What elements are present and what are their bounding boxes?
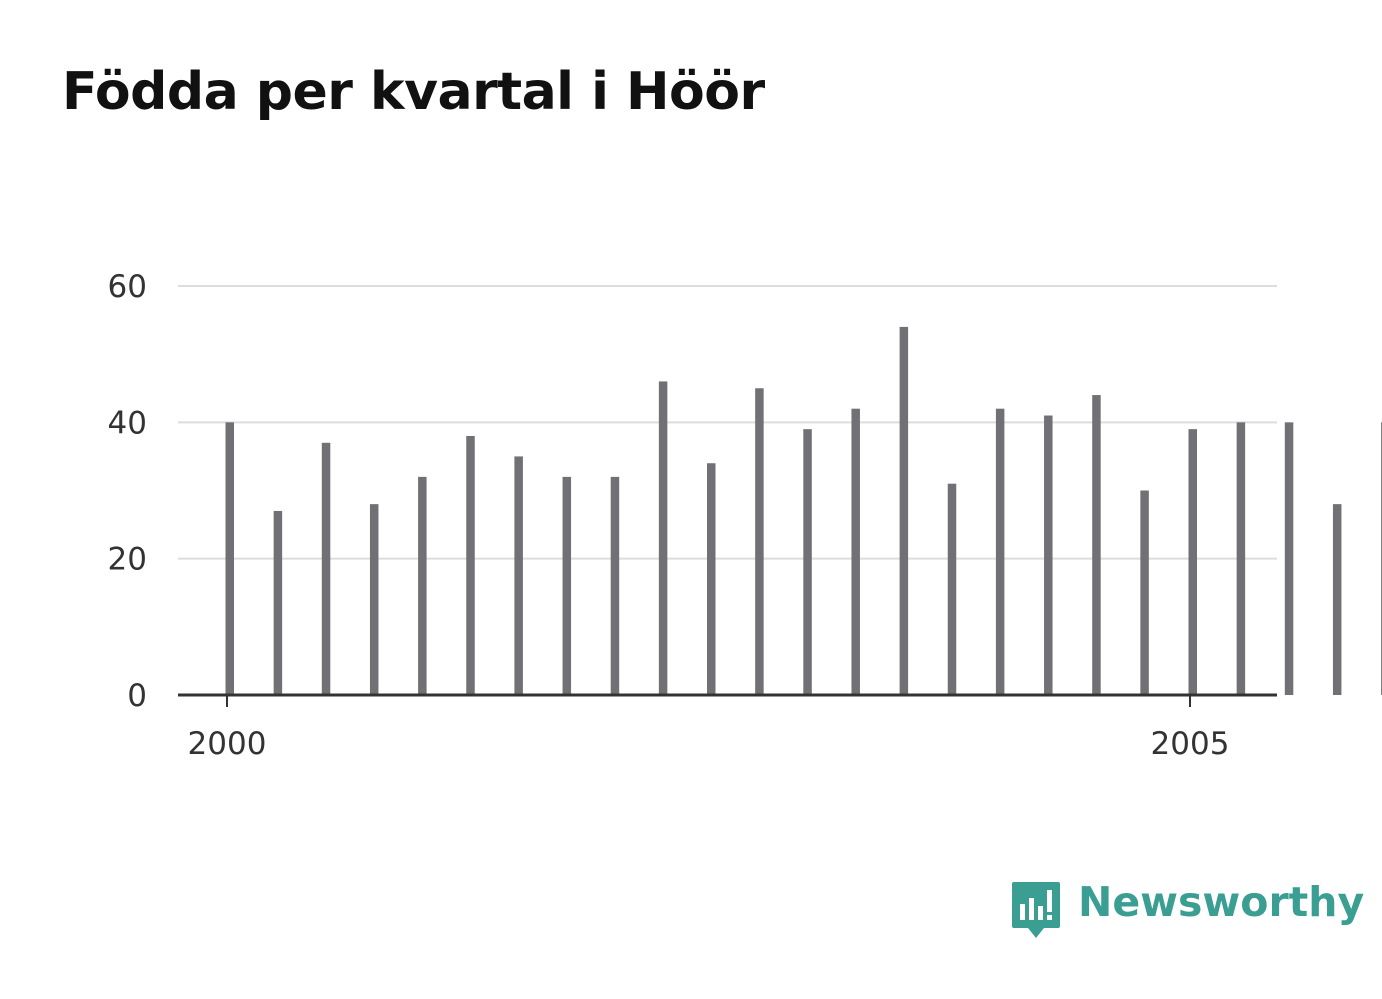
- bar: [658, 381, 668, 695]
- grid-lines: [178, 285, 1277, 560]
- bar-chart: 0204060200020052010201520202025 24: [108, 269, 1382, 762]
- bar: [225, 422, 234, 695]
- y-tick-label: 20: [108, 542, 147, 578]
- newsworthy-logo: Newsworthy: [1010, 878, 1364, 942]
- y-tick-label: 0: [127, 678, 147, 714]
- bar: [610, 476, 620, 695]
- bar: [899, 326, 909, 695]
- bar: [947, 483, 957, 695]
- bar: [514, 456, 523, 695]
- bar: [418, 476, 427, 695]
- brand-name: Newsworthy: [1078, 878, 1365, 926]
- bar: [321, 442, 331, 695]
- bar: [466, 435, 475, 695]
- y-tick-label: 60: [108, 269, 147, 305]
- bar: [1092, 395, 1101, 695]
- bar: [1044, 415, 1053, 695]
- bar: [755, 388, 764, 695]
- chart-title: Födda per kvartal i Höör: [62, 62, 765, 122]
- x-tick-label: 2005: [1151, 726, 1230, 762]
- bar-series: [225, 326, 1382, 695]
- newsworthy-logo-icon: [1012, 882, 1060, 938]
- bar: [995, 408, 1005, 695]
- bar: [369, 504, 379, 695]
- bar: [707, 463, 716, 695]
- axes: 0204060200020052010201520202025: [108, 269, 1277, 762]
- x-tick-label: 2000: [188, 726, 267, 762]
- y-tick-label: 40: [108, 405, 147, 441]
- bar: [273, 510, 283, 695]
- bar: [1140, 490, 1149, 695]
- bar: [562, 476, 572, 695]
- bar: [1188, 429, 1197, 695]
- bar: [1284, 422, 1294, 695]
- bar: [851, 408, 860, 695]
- bar: [1332, 504, 1342, 695]
- bar: [1236, 422, 1246, 695]
- bar: [803, 429, 812, 695]
